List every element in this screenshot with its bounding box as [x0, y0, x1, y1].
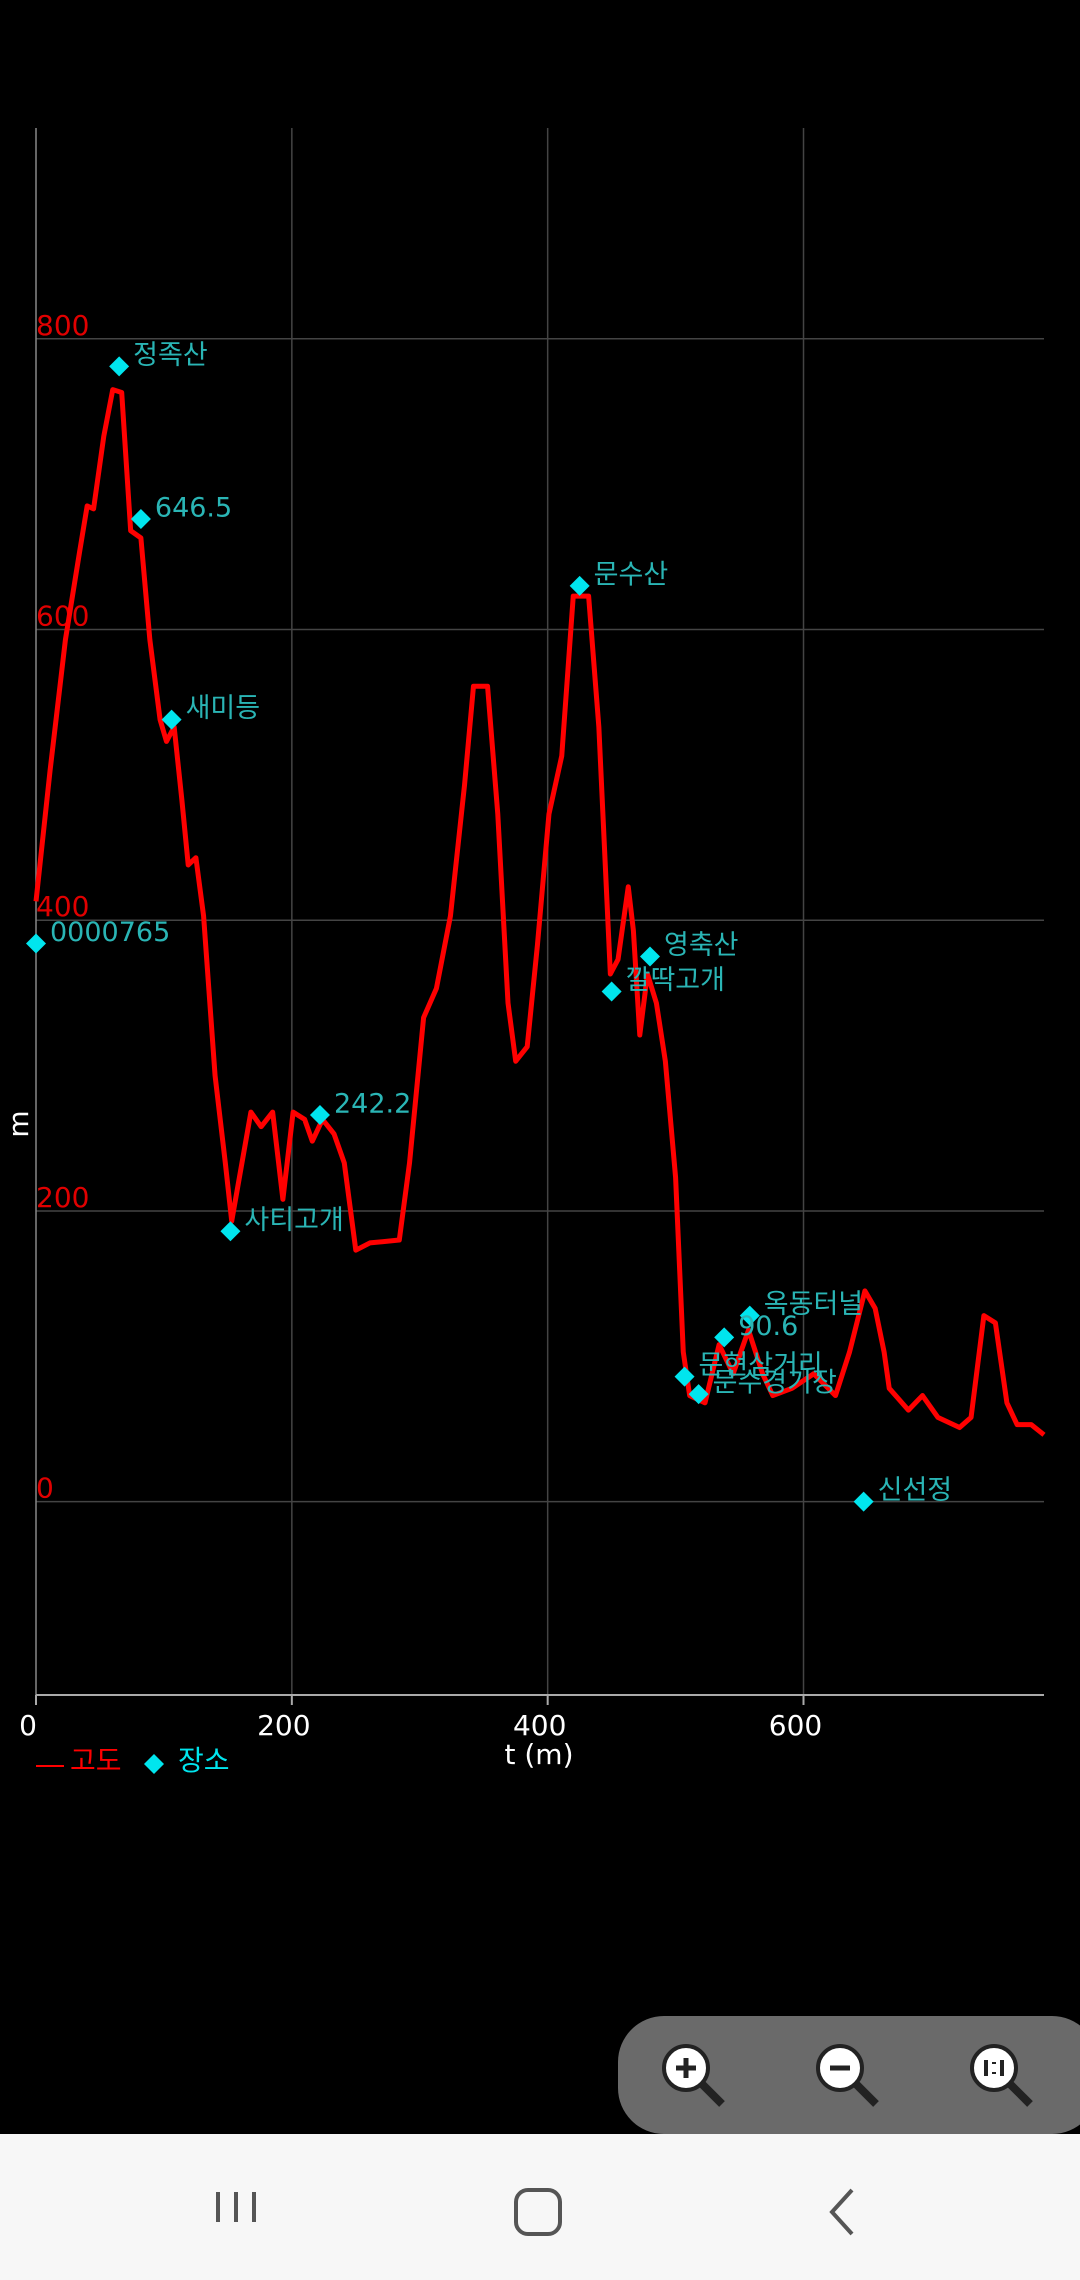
place-marker — [161, 709, 182, 730]
place-marker — [26, 933, 46, 954]
place-label: 옥동터널 — [764, 1289, 863, 1320]
y-tick-label: 800 — [36, 309, 89, 342]
zoom-reset[interactable] — [970, 2044, 1033, 2107]
place-marker — [688, 1384, 709, 1405]
place-marker — [853, 1491, 874, 1512]
place-marker — [640, 946, 661, 967]
y-tick-label: 600 — [36, 599, 89, 632]
home-button[interactable] — [514, 2188, 562, 2236]
place-label: 사티고개 — [244, 1205, 343, 1236]
zoom-out[interactable] — [816, 2044, 879, 2107]
place-marker — [309, 1105, 330, 1126]
y-axis-label: m — [2, 1110, 35, 1137]
x-tick-label: 200 — [257, 1709, 310, 1742]
place-marker — [109, 356, 130, 377]
place-marker — [674, 1366, 695, 1387]
x-axis-label: t (m) — [504, 1738, 573, 1771]
x-tick-label: 600 — [769, 1709, 822, 1742]
legend-swatch — [144, 1754, 164, 1774]
elevation-line — [33, 387, 1046, 1437]
place-label: 깔딱고개 — [626, 965, 725, 996]
y-tick-label: 400 — [36, 890, 89, 923]
y-tick-label: 200 — [36, 1181, 89, 1214]
legend-label: 장소 — [178, 1744, 230, 1777]
place-label: 90.6 — [738, 1311, 798, 1342]
place-marker — [220, 1221, 241, 1242]
place-label: 0000765 — [50, 917, 170, 948]
y-tick-label: 0 — [36, 1472, 54, 1505]
place-label: 정족산 — [133, 340, 208, 371]
place-label: 영축산 — [664, 930, 739, 961]
back-button[interactable] — [829, 2188, 854, 2236]
recent-apps-button[interactable] — [216, 2192, 256, 2222]
place-label: 242.2 — [334, 1089, 411, 1120]
place-marker — [739, 1305, 760, 1326]
place-label: 문수경기장 — [713, 1368, 837, 1399]
place-label: 문현삼거리 — [699, 1350, 823, 1381]
place-label: 646.5 — [155, 493, 232, 524]
place-marker — [130, 509, 151, 530]
place-label: 문수산 — [594, 559, 669, 590]
nav-bar — [0, 2134, 1080, 2280]
place-label: 새미등 — [186, 693, 261, 724]
place-marker — [601, 981, 622, 1002]
place-marker — [569, 575, 590, 596]
x-tick-label: 0 — [19, 1709, 37, 1742]
place-label: 신선정 — [878, 1475, 953, 1506]
zoom-in[interactable] — [662, 2044, 725, 2107]
x-tick-label: 400 — [513, 1709, 566, 1742]
legend-label: 고도 — [70, 1744, 122, 1777]
place-marker — [714, 1327, 735, 1348]
